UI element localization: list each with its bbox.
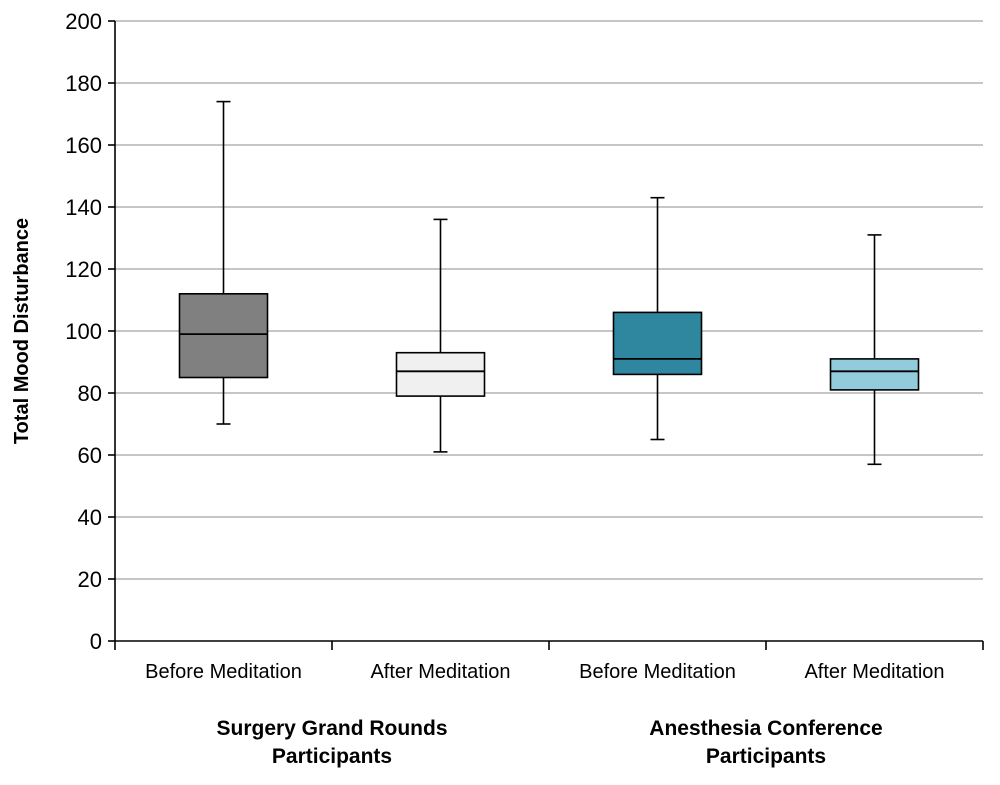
y-tick-label: 160 (65, 133, 102, 158)
axes (108, 20, 984, 650)
x-category-label: Before Meditation (579, 661, 736, 683)
group-label-line1: Anesthesia Conference (649, 717, 882, 740)
box-iqr (612, 311, 703, 376)
y-tick-label: 180 (65, 71, 102, 96)
y-tick-label: 120 (65, 257, 102, 282)
box-iqr (178, 292, 269, 379)
group-label-line1: Surgery Grand Rounds (216, 717, 447, 740)
y-axis-title: Total Mood Disturbance (11, 218, 33, 444)
group-label-line2: Participants (706, 745, 826, 768)
x-category-label: After Meditation (804, 661, 944, 683)
y-tick-label: 80 (78, 381, 102, 406)
boxes (178, 100, 920, 466)
y-tick-label: 0 (90, 629, 102, 654)
gridlines (115, 20, 983, 580)
box-series-1 (395, 218, 486, 453)
y-tick-label: 100 (65, 319, 102, 344)
y-tick-label: 60 (78, 443, 102, 468)
group-label-line2: Participants (272, 745, 392, 768)
y-tick-label: 20 (78, 567, 102, 592)
box-series-3 (829, 234, 920, 466)
box-iqr (395, 351, 486, 397)
box-iqr (829, 358, 920, 391)
y-tick-label: 140 (65, 195, 102, 220)
labels: 0 20 40 60 80 100 120 140 160 180 200 Before Medita… (11, 9, 945, 768)
y-tick-label: 200 (65, 9, 102, 34)
x-category-label: Before Meditation (145, 661, 302, 683)
box-series-2 (612, 196, 703, 441)
y-tick-label: 40 (78, 505, 102, 530)
box-series-0 (178, 100, 269, 425)
x-category-label: After Meditation (370, 661, 510, 683)
